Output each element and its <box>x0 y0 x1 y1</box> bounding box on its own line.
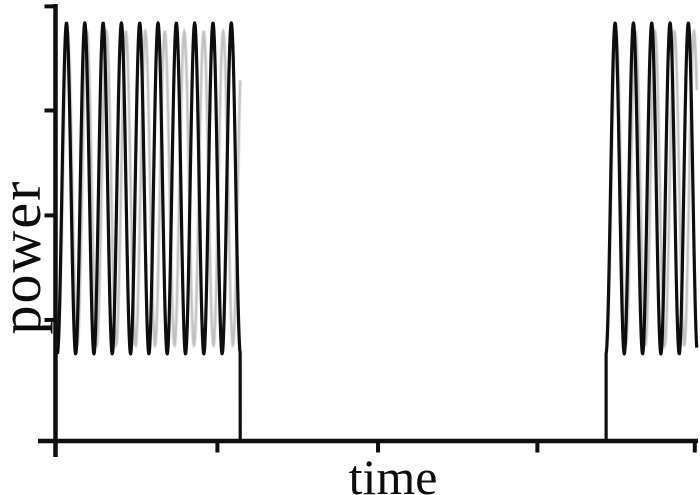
y-axis-label: power <box>0 179 53 335</box>
power-waveform-trace <box>55 21 699 443</box>
ghost-oscillation-trace <box>56 27 242 349</box>
x-axis-label: time <box>348 449 438 495</box>
